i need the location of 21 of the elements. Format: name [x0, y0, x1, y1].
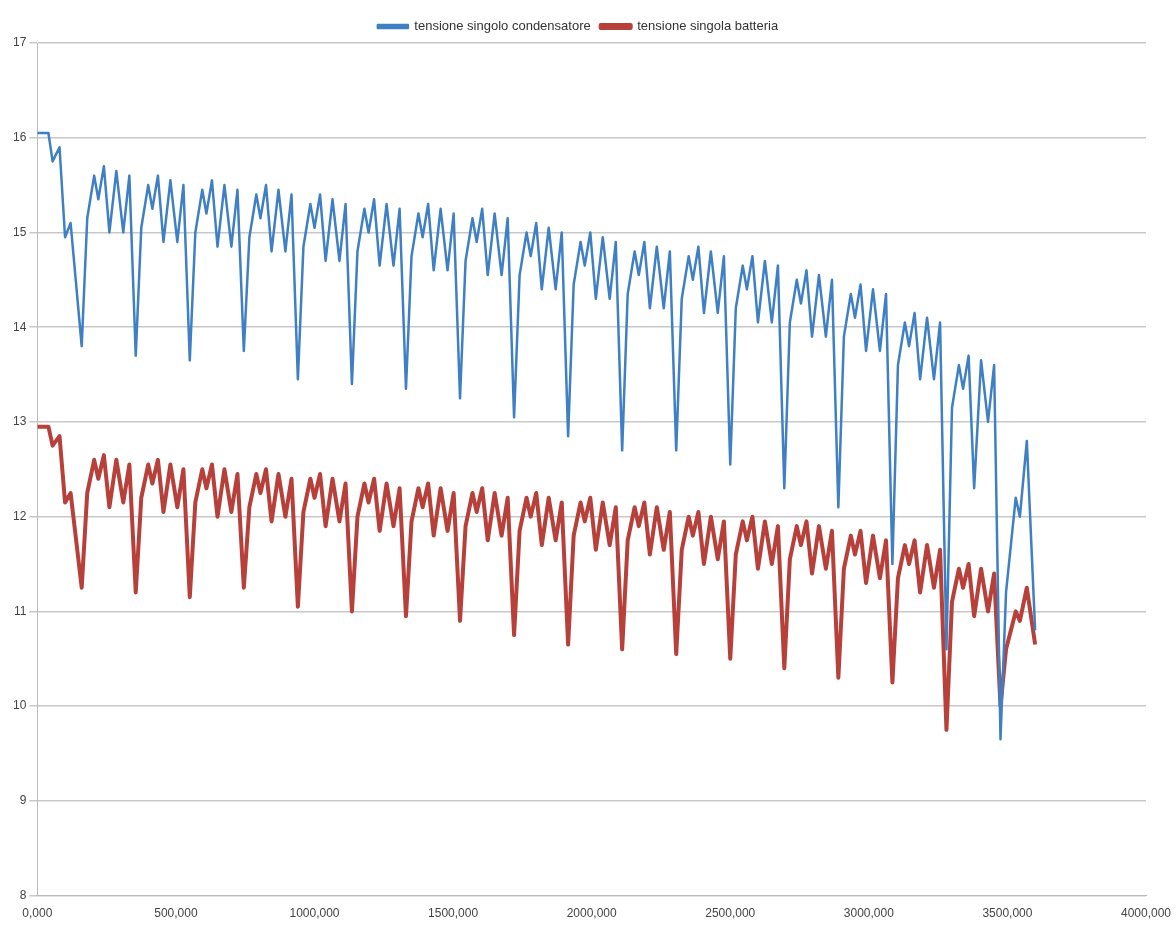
legend-label: tensione singolo condensatore [414, 18, 591, 34]
x-tick-label: 3500,000 [982, 906, 1033, 921]
x-tick-label: 2500,000 [705, 906, 756, 921]
y-tick-label: 15 [12, 224, 27, 239]
y-tick-label: 16 [12, 130, 27, 145]
x-tick-label: 500,000 [154, 906, 198, 921]
y-tick-label: 9 [19, 793, 27, 808]
x-tick-label: 4000,000 [1120, 906, 1172, 921]
legend-label: tensione singola batteria [637, 18, 779, 34]
x-tick-label: 2000,000 [566, 906, 618, 921]
y-tick-label: 14 [12, 319, 27, 334]
y-tick-label: 10 [12, 698, 27, 713]
x-tick-label: 0,000 [22, 906, 53, 921]
x-tick-label: 1000,000 [289, 906, 340, 921]
y-tick-label: 8 [19, 887, 27, 902]
y-tick-label: 13 [12, 414, 27, 429]
y-tick-label: 12 [12, 508, 27, 523]
x-tick-label: 1500,000 [428, 906, 479, 921]
x-tick-label: 3000,000 [843, 906, 895, 921]
y-tick-label: 17 [12, 35, 27, 50]
y-tick-label: 11 [13, 603, 27, 618]
